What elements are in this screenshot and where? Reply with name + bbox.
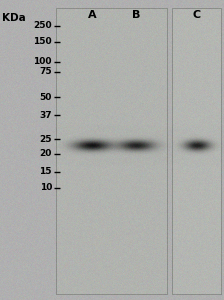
Text: 15: 15 (39, 167, 52, 176)
Text: 150: 150 (33, 38, 52, 46)
Text: 75: 75 (39, 68, 52, 76)
Text: 25: 25 (39, 134, 52, 143)
Text: 100: 100 (34, 58, 52, 67)
Text: A: A (88, 10, 96, 20)
Text: 10: 10 (40, 184, 52, 193)
Text: 37: 37 (39, 110, 52, 119)
Text: 250: 250 (33, 22, 52, 31)
Text: B: B (132, 10, 140, 20)
Text: 20: 20 (40, 149, 52, 158)
Text: 50: 50 (40, 92, 52, 101)
Text: C: C (193, 10, 201, 20)
Text: KDa: KDa (2, 13, 26, 23)
